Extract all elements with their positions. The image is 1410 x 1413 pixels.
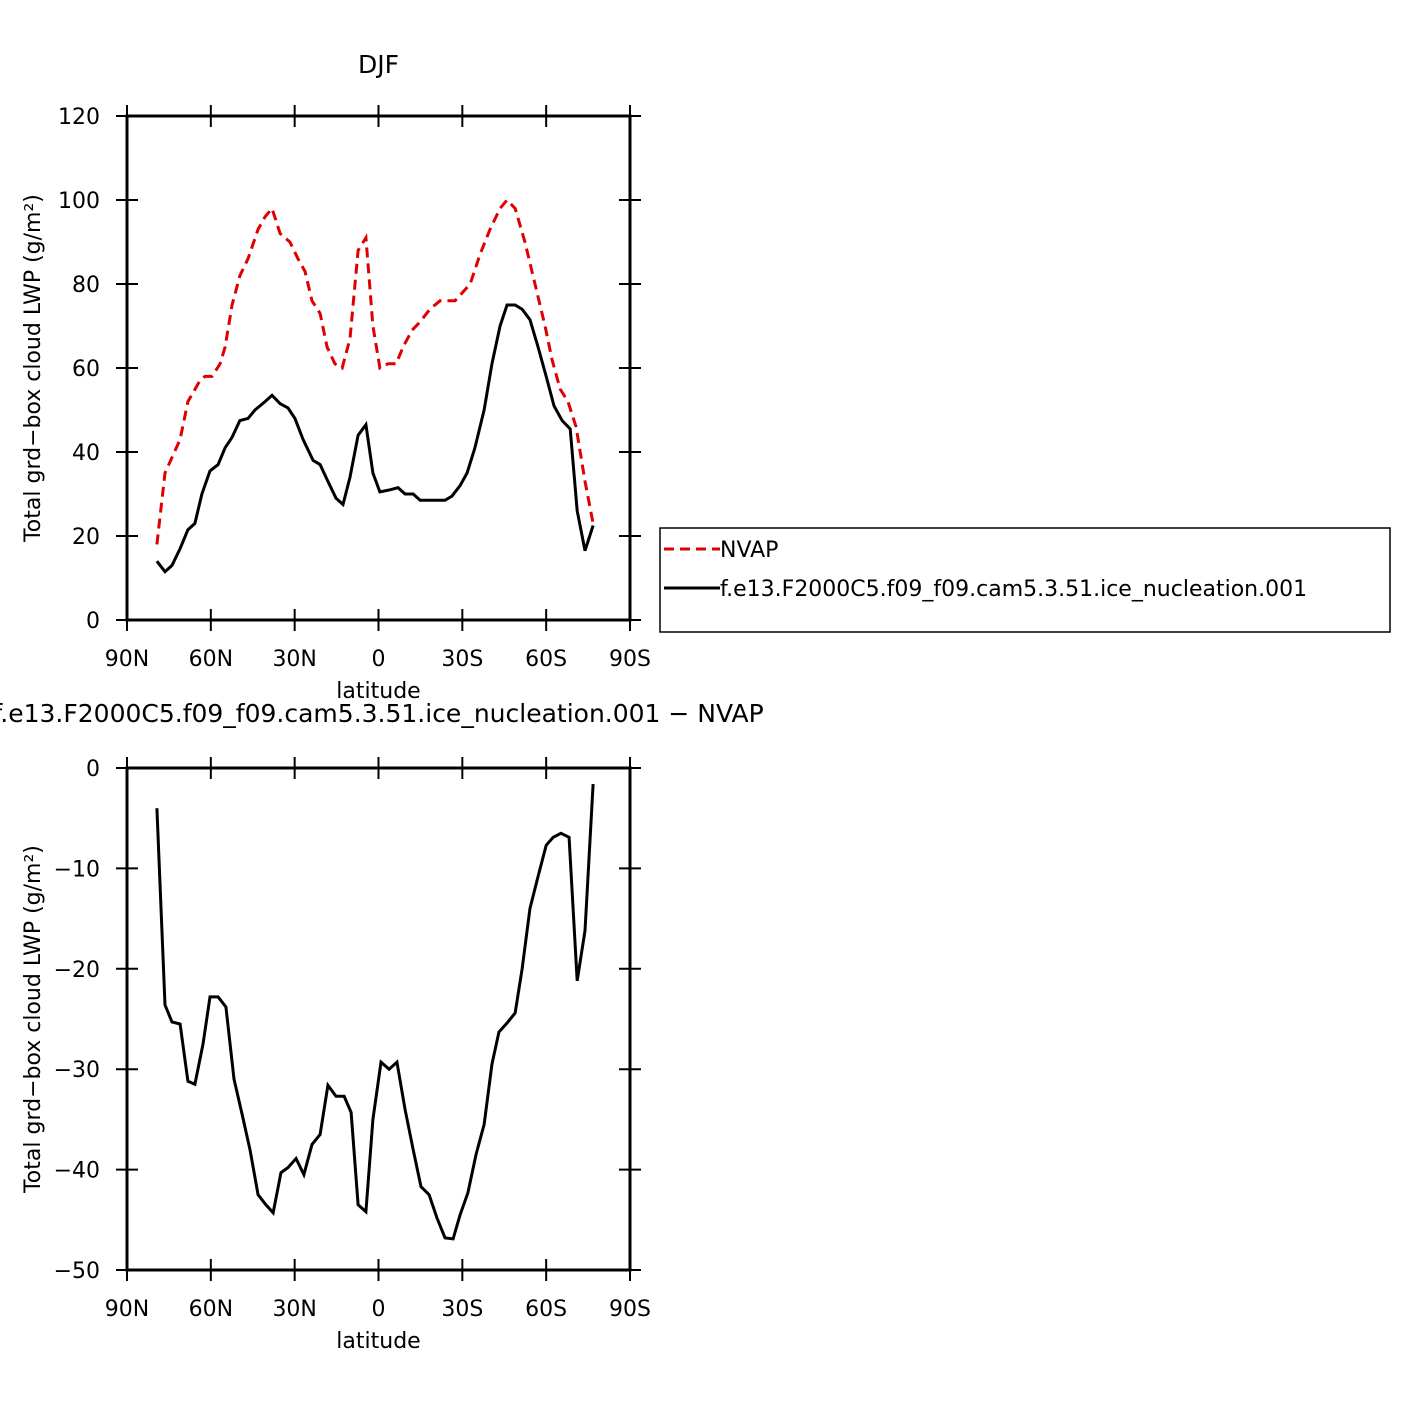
x-tick-label: 60N xyxy=(189,647,233,672)
y-tick-label: −50 xyxy=(54,1259,100,1284)
x-tick-label: 0 xyxy=(372,647,386,672)
x-tick-label: 60N xyxy=(189,1297,233,1322)
y-axis-label: Total grd−box cloud LWP (g/m²) xyxy=(21,845,46,1194)
y-tick-label: −20 xyxy=(54,958,100,983)
chart-title: f.e13.F2000C5.f09_f09.cam5.3.51.ice_nucl… xyxy=(0,699,764,728)
y-tick-label: −30 xyxy=(54,1058,100,1083)
panel: f.e13.F2000C5.f09_f09.cam5.3.51.ice_nucl… xyxy=(0,699,764,1354)
x-tick-label: 30S xyxy=(441,1297,483,1322)
y-tick-label: 20 xyxy=(72,525,100,550)
y-tick-label: −40 xyxy=(54,1159,100,1184)
x-tick-label: 0 xyxy=(372,1297,386,1322)
data-line xyxy=(155,303,595,574)
y-tick-label: −10 xyxy=(54,857,100,882)
x-axis-label: latitude xyxy=(336,1329,420,1354)
y-tick-label: 120 xyxy=(58,105,100,130)
x-tick-label: 60S xyxy=(525,647,567,672)
x-tick-label: 30N xyxy=(272,1297,316,1322)
y-tick-label: 0 xyxy=(86,609,100,634)
x-tick-label: 90S xyxy=(609,1297,651,1322)
x-tick-label: 30N xyxy=(272,647,316,672)
plot-frame xyxy=(125,766,632,1272)
legend-label: NVAP xyxy=(720,538,778,563)
legend-box xyxy=(659,527,1391,633)
y-tick-label: 60 xyxy=(72,357,100,382)
legend: NVAP f.e13.F2000C5.f09_f09.cam5.3.51.ice_… xyxy=(659,527,1391,633)
legend-label: f.e13.F2000C5.f09_f09.cam5.3.51.ice_nucl… xyxy=(720,577,1307,602)
x-tick-label: 90N xyxy=(105,647,149,672)
panel: DJF 90N 60N 30N 0 30S 60S 90S 0 20 40 60 80 100 120 lat… xyxy=(21,50,1391,704)
chart-title: DJF xyxy=(358,50,399,79)
y-tick-label: 100 xyxy=(58,189,100,214)
x-tick-label: 60S xyxy=(525,1297,567,1322)
y-tick-label: 40 xyxy=(72,441,100,466)
x-axis-label: latitude xyxy=(336,679,420,704)
x-tick-label: 90N xyxy=(105,1297,149,1322)
y-axis-label: Total grd−box cloud LWP (g/m²) xyxy=(21,194,46,543)
x-tick-label: 90S xyxy=(609,647,651,672)
data-line xyxy=(155,783,595,1241)
x-tick-label: 30S xyxy=(441,647,483,672)
y-tick-label: 0 xyxy=(86,757,100,782)
y-tick-label: 80 xyxy=(72,273,100,298)
data-line xyxy=(155,197,595,545)
